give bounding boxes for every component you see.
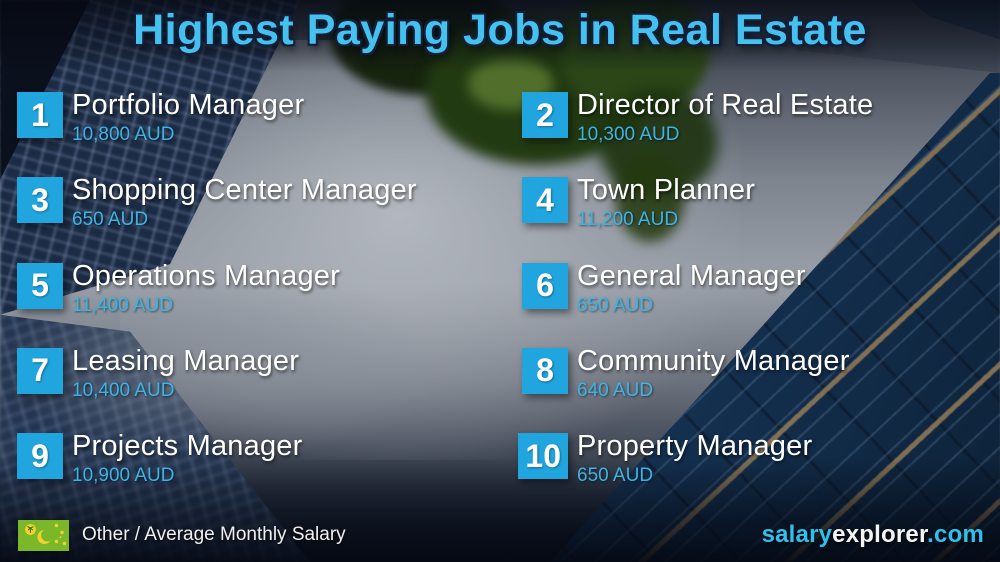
job-text: Shopping Center Manager 650 AUD: [72, 173, 417, 231]
rank-badge-wrap: 10: [510, 433, 568, 480]
job-name: Operations Manager: [72, 259, 340, 292]
rank-badge-wrap: 9: [5, 433, 63, 480]
rank-badge-wrap: 5: [5, 262, 63, 309]
rank-badge: 4: [522, 177, 568, 224]
job-salary: 10,900 AUD: [72, 465, 175, 487]
job-list-item: 6 General Manager 650 AUD: [510, 257, 1000, 342]
brand-dotcom: .com: [927, 521, 984, 548]
job-salary: 640 AUD: [577, 379, 654, 401]
rank-badge: 10: [518, 433, 568, 480]
brand-logo[interactable]: salaryexplorer.com: [762, 521, 984, 549]
job-name: Director of Real Estate: [577, 89, 874, 121]
job-text: Operations Manager 11,400 AUD: [72, 259, 340, 317]
rank-badge-wrap: 1: [5, 92, 63, 138]
job-name: General Manager: [577, 259, 806, 292]
job-salary: 650 AUD: [72, 209, 149, 231]
job-list-item: 8 Community Manager 640 AUD: [510, 342, 1000, 427]
rank-badge-wrap: 8: [510, 347, 568, 394]
rank-badge: 1: [17, 92, 63, 138]
brand-salary: salary: [761, 521, 833, 548]
job-salary: 650 AUD: [577, 465, 654, 487]
job-text: Property Manager 650 AUD: [577, 429, 812, 487]
job-list-item: 9 Projects Manager 10,900 AUD: [5, 427, 510, 512]
brand-explorer: explorer: [832, 521, 928, 548]
rank-badge-wrap: 7: [5, 347, 63, 394]
rank-badge: 9: [17, 433, 63, 480]
job-name: Portfolio Manager: [72, 89, 305, 121]
job-list-item: 2 Director of Real Estate 10,300 AUD: [510, 86, 1000, 171]
job-name: Town Planner: [577, 174, 756, 207]
job-salary: 10,800 AUD: [72, 124, 175, 145]
cocos-islands-flag-icon: [18, 520, 69, 551]
job-list-item: 10 Property Manager 650 AUD: [510, 427, 1000, 512]
footer: Other / Average Monthly Salary salaryexp…: [0, 510, 1000, 562]
job-text: Community Manager 640 AUD: [577, 344, 850, 402]
job-salary: 11,400 AUD: [72, 294, 174, 316]
job-name: Community Manager: [577, 344, 850, 377]
job-text: Director of Real Estate 10,300 AUD: [577, 88, 873, 146]
rank-badge: 2: [522, 92, 568, 138]
job-name: Projects Manager: [72, 430, 303, 463]
job-list-item: 3 Shopping Center Manager 650 AUD: [5, 171, 510, 256]
job-list-item: 4 Town Planner 11,200 AUD: [510, 171, 1000, 256]
rank-badge-wrap: 2: [510, 92, 568, 138]
job-text: Leasing Manager 10,400 AUD: [72, 344, 299, 402]
rank-badge: 7: [17, 347, 63, 394]
category-label: Other / Average Monthly Salary: [82, 524, 346, 545]
rank-badge-wrap: 6: [510, 262, 568, 309]
job-text: Town Planner 11,200 AUD: [577, 173, 755, 231]
job-salary: 650 AUD: [577, 294, 654, 316]
rank-badge: 5: [17, 262, 63, 309]
job-name: Property Manager: [577, 430, 813, 463]
job-salary: 11,200 AUD: [577, 209, 679, 231]
job-name: Shopping Center Manager: [72, 174, 417, 207]
job-text: Portfolio Manager 10,800 AUD: [72, 88, 304, 146]
rank-badge-wrap: 3: [5, 177, 63, 224]
job-text: Projects Manager 10,900 AUD: [72, 429, 302, 487]
rank-badge: 6: [522, 262, 568, 309]
rank-badge: 8: [522, 347, 568, 394]
job-list-item: 5 Operations Manager 11,400 AUD: [5, 257, 510, 342]
job-name: Leasing Manager: [72, 344, 300, 377]
job-list: 1 Portfolio Manager 10,800 AUD 2 Directo…: [5, 86, 1000, 512]
job-list-item: 1 Portfolio Manager 10,800 AUD: [5, 86, 510, 171]
job-salary: 10,300 AUD: [577, 124, 680, 145]
page-title: Highest Paying Jobs in Real Estate: [133, 6, 867, 54]
job-salary: 10,400 AUD: [72, 379, 175, 401]
job-list-item: 7 Leasing Manager 10,400 AUD: [5, 342, 510, 427]
job-text: General Manager 650 AUD: [577, 259, 806, 317]
rank-badge: 3: [17, 177, 63, 224]
rank-badge-wrap: 4: [510, 177, 568, 224]
